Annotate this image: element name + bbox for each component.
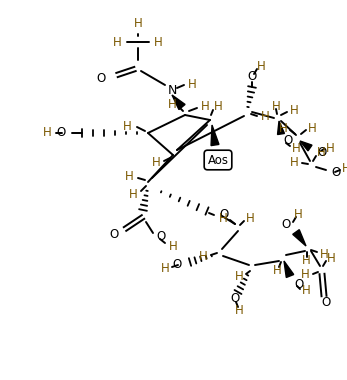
Text: H: H (294, 209, 302, 222)
Text: H: H (201, 100, 210, 114)
Polygon shape (278, 121, 285, 135)
Text: H: H (261, 111, 270, 124)
Text: H: H (308, 122, 317, 135)
Text: H: H (326, 141, 335, 155)
Text: H: H (214, 100, 223, 112)
Text: H: H (125, 171, 134, 184)
Text: H: H (235, 304, 243, 317)
Text: H: H (188, 78, 197, 90)
Text: H: H (154, 35, 163, 49)
Text: O: O (230, 293, 240, 306)
Text: H: H (134, 17, 142, 30)
Text: H: H (273, 263, 281, 277)
Text: H: H (317, 147, 326, 160)
Text: O: O (317, 146, 326, 158)
Text: H: H (169, 239, 178, 252)
Text: O: O (219, 209, 228, 222)
Text: Aos: Aos (208, 154, 229, 166)
Text: H: H (302, 285, 311, 298)
Text: H: H (320, 247, 329, 261)
Text: H: H (219, 212, 228, 225)
Text: O: O (247, 70, 257, 82)
Text: N: N (167, 84, 177, 97)
Text: H: H (161, 261, 170, 274)
Text: H: H (235, 269, 244, 282)
Text: O: O (110, 228, 119, 242)
Text: O: O (294, 277, 303, 290)
Text: H: H (301, 269, 310, 282)
Text: H: H (290, 155, 299, 168)
Text: H: H (129, 187, 138, 201)
Text: H: H (168, 98, 177, 111)
Polygon shape (284, 261, 294, 277)
Text: H: H (257, 60, 266, 73)
Text: H: H (327, 252, 336, 264)
Text: H: H (113, 35, 122, 49)
Text: O: O (57, 127, 66, 139)
Text: H: H (43, 127, 52, 139)
Text: H: H (199, 250, 208, 263)
Polygon shape (300, 141, 312, 151)
Text: O: O (156, 231, 165, 244)
Polygon shape (293, 230, 306, 246)
Text: H: H (279, 122, 288, 135)
Polygon shape (172, 95, 185, 109)
Text: O: O (97, 71, 106, 84)
Polygon shape (211, 125, 219, 146)
Text: H: H (302, 255, 310, 268)
Text: O: O (331, 166, 340, 179)
Text: O: O (283, 135, 292, 147)
Text: H: H (292, 141, 301, 155)
Text: H: H (342, 163, 347, 176)
Text: H: H (123, 119, 132, 133)
Text: H: H (152, 157, 161, 169)
Text: H: H (246, 212, 255, 225)
Text: H: H (290, 103, 299, 117)
Text: O: O (282, 218, 291, 231)
Text: O: O (321, 296, 331, 309)
Text: H: H (272, 100, 280, 112)
Text: O: O (173, 258, 182, 271)
